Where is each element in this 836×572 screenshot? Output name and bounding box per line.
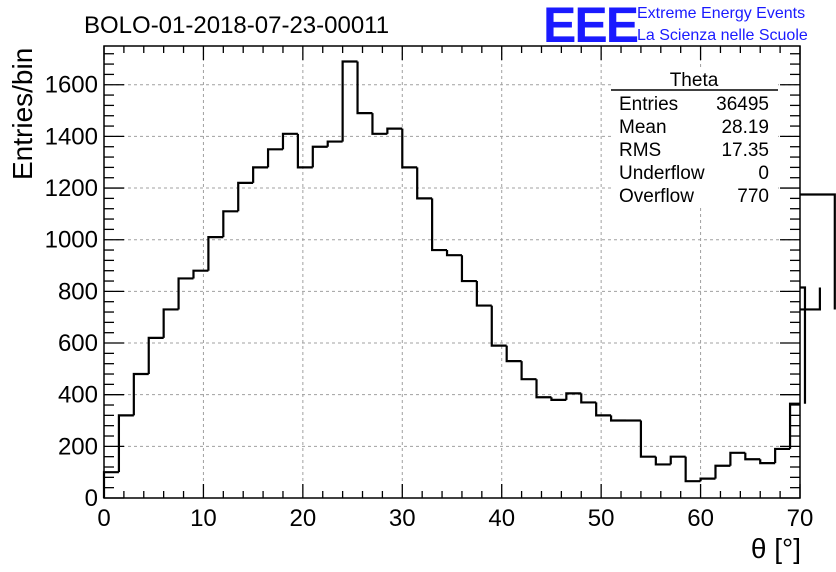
- histogram-bin: [699, 477, 716, 482]
- plot-frame: [103, 45, 801, 499]
- histogram-bin: [759, 459, 776, 465]
- histogram-bin: [580, 393, 597, 404]
- histogram-bin: [132, 372, 149, 416]
- y-tick-label: 1600: [45, 72, 98, 99]
- x-tick-label: 10: [190, 505, 217, 532]
- histogram-bin: [296, 133, 313, 169]
- histogram-bin: [788, 402, 800, 449]
- histogram-bin: [252, 166, 269, 183]
- y-tick-label: 400: [58, 382, 98, 409]
- histogram-bin: [490, 305, 507, 347]
- x-tick-label: 50: [588, 505, 615, 532]
- stats-title: Theta: [670, 70, 719, 91]
- x-tick-label: 40: [488, 505, 515, 532]
- x-tick-label: 0: [97, 505, 110, 532]
- histogram-bin: [371, 113, 388, 135]
- x-tick-label: 30: [389, 505, 416, 532]
- histogram-bin: [281, 132, 298, 150]
- histogram-bin: [177, 277, 194, 310]
- histogram-bin: [550, 397, 567, 401]
- histogram-bin: [431, 198, 448, 252]
- histogram-bin: [475, 281, 492, 307]
- stats-value-overflow: 770: [737, 186, 769, 207]
- histogram-bin: [800, 286, 807, 404]
- histogram-bin: [520, 361, 537, 381]
- stats-label-entries: Entries: [619, 94, 678, 115]
- stats-box: Theta Entries 36495 Mean 28.19 RMS 17.35…: [611, 70, 778, 208]
- histogram-bin: [341, 60, 358, 142]
- grid-lines: [104, 46, 800, 498]
- x-tick-label: 70: [787, 505, 814, 532]
- histogram-bin: [445, 250, 462, 257]
- histogram-bin: [654, 456, 671, 466]
- histogram-bin: [800, 287, 821, 311]
- y-tick-label: 0: [85, 485, 98, 512]
- histogram-bin: [207, 236, 224, 271]
- histogram-bin: [505, 345, 522, 363]
- histogram-bin: [416, 167, 433, 200]
- histogram-bin: [147, 336, 164, 375]
- eee-logo: EEE Extreme Energy Events La Scienza nel…: [543, 0, 808, 53]
- histogram-bin: [192, 269, 209, 279]
- histogram-bin: [386, 127, 403, 134]
- histogram-bin: [311, 145, 328, 168]
- y-tick-label: 800: [58, 278, 98, 305]
- logo-mark: EEE: [543, 0, 638, 53]
- histogram-bin: [535, 379, 552, 399]
- y-tick-label: 1200: [45, 175, 98, 202]
- y-tick-label: 600: [58, 330, 98, 357]
- stats-value-entries: 36495: [716, 94, 769, 115]
- histogram-bin: [684, 456, 701, 483]
- logo-line-1: Extreme Energy Events: [637, 5, 805, 22]
- histogram-bin: [460, 255, 477, 283]
- histogram-bin: [744, 452, 761, 461]
- histogram-bin: [162, 308, 179, 338]
- stats-value-rms: 17.35: [721, 140, 769, 161]
- y-tick-label: 1000: [45, 227, 98, 254]
- histogram-bin: [565, 392, 582, 400]
- stats-value-underflow: 0: [758, 163, 769, 184]
- x-axis-title: θ [°]: [751, 533, 801, 564]
- x-tick-label: 60: [687, 505, 714, 532]
- histogram-bin: [266, 148, 283, 168]
- histogram-bin: [639, 420, 656, 458]
- histogram-bin: [237, 181, 254, 212]
- histogram-bin: [774, 447, 791, 464]
- chart-title: BOLO-01-2018-07-23-00011: [84, 12, 389, 39]
- axes: 0 10 20 30 40 50 60 70 0 200 400 600 800 1000 1200 1400…: [45, 45, 814, 532]
- y-axis-title: Entries/bin: [7, 48, 38, 180]
- y-tick-label: 1400: [45, 123, 98, 150]
- histogram-bin: [714, 464, 731, 479]
- stats-box-background: [611, 70, 778, 208]
- histogram-bin: [356, 61, 373, 115]
- histogram-bin: [800, 193, 836, 310]
- histogram-bin: [595, 402, 612, 417]
- stats-label-rms: RMS: [619, 140, 661, 161]
- stats-label-overflow: Overflow: [619, 186, 694, 207]
- histogram-bin: [222, 210, 239, 238]
- histogram-bin: [401, 128, 418, 169]
- stats-value-mean: 28.19: [721, 117, 769, 138]
- stats-label-underflow: Underflow: [619, 163, 705, 184]
- histogram-bin: [117, 414, 134, 473]
- histogram-bin: [326, 140, 343, 147]
- stats-label-mean: Mean: [619, 117, 667, 138]
- logo-line-2: La Scienza nelle Scuole: [637, 27, 808, 44]
- histogram-bin: [729, 451, 746, 466]
- histogram-bin: [102, 471, 119, 498]
- histogram-line: [102, 60, 836, 498]
- x-tick-label: 20: [290, 505, 317, 532]
- histogram-bin: [609, 415, 626, 422]
- y-tick-label: 200: [58, 433, 98, 460]
- histogram-bin: [669, 455, 686, 465]
